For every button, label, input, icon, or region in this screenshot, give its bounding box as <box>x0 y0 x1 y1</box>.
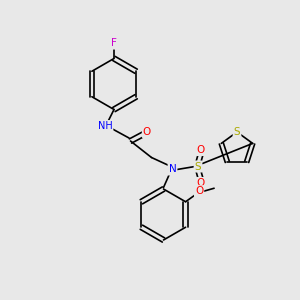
Text: NH: NH <box>98 121 112 131</box>
Text: F: F <box>111 38 117 49</box>
Text: O: O <box>195 186 203 196</box>
Text: N: N <box>169 164 176 175</box>
Text: O: O <box>197 145 205 155</box>
Text: S: S <box>234 127 240 137</box>
Text: O: O <box>197 178 205 188</box>
Text: S: S <box>195 161 201 172</box>
Text: O: O <box>143 127 151 137</box>
